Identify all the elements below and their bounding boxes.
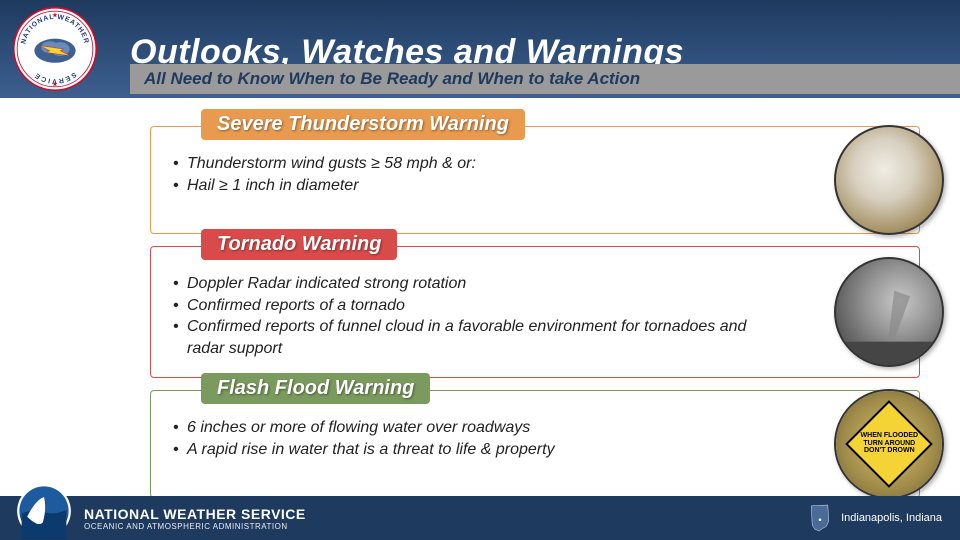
bullet-item: Confirmed reports of a tornado	[171, 295, 769, 317]
flood-sign-icon: WHEN FLOODED TURN AROUND DON'T DROWN	[834, 389, 944, 499]
bullet-list: 6 inches or more of flowing water over r…	[171, 417, 769, 460]
card-header-flood: Flash Flood Warning	[201, 373, 430, 404]
card-thunderstorm: Severe Thunderstorm Warning Thunderstorm…	[150, 126, 920, 234]
header-bar: ★ ★ NATIONAL WEATHER SERVICE Outlooks, W…	[0, 0, 960, 98]
footer-agency: NATIONAL WEATHER SERVICE	[84, 506, 306, 522]
card-flood: Flash Flood Warning 6 inches or more of …	[150, 390, 920, 498]
content-area: Severe Thunderstorm Warning Thunderstorm…	[0, 98, 960, 498]
subtitle-bar: All Need to Know When to Be Ready and Wh…	[130, 64, 960, 94]
footer-admin: OCEANIC AND ATMOSPHERIC ADMINISTRATION	[84, 522, 306, 531]
bullet-list: Doppler Radar indicated strong rotation …	[171, 273, 769, 359]
bullet-item: A rapid rise in water that is a threat t…	[171, 439, 769, 461]
hail-image-icon	[834, 125, 944, 235]
sign-text: WHEN FLOODED TURN AROUND DON'T DROWN	[860, 432, 918, 455]
footer-bar: NATIONAL WEATHER SERVICE OCEANIC AND ATM…	[0, 496, 960, 540]
tornado-image-icon	[834, 257, 944, 367]
bullet-item: Hail ≥ 1 inch in diameter	[171, 175, 769, 197]
footer-location: Indianapolis, Indiana	[841, 512, 942, 524]
card-tornado: Tornado Warning Doppler Radar indicated …	[150, 246, 920, 378]
bullet-item: Doppler Radar indicated strong rotation	[171, 273, 769, 295]
footer-location-block: Indianapolis, Indiana	[807, 504, 942, 532]
card-header-thunderstorm: Severe Thunderstorm Warning	[201, 109, 525, 140]
nws-logo-icon: ★ ★ NATIONAL WEATHER SERVICE	[12, 6, 98, 92]
footer-text-block: NATIONAL WEATHER SERVICE OCEANIC AND ATM…	[84, 506, 306, 531]
bullet-list: Thunderstorm wind gusts ≥ 58 mph & or: H…	[171, 153, 769, 196]
bullet-item: 6 inches or more of flowing water over r…	[171, 417, 769, 439]
bullet-item: Confirmed reports of funnel cloud in a f…	[171, 316, 769, 359]
page-subtitle: All Need to Know When to Be Ready and Wh…	[144, 69, 640, 89]
bullet-item: Thunderstorm wind gusts ≥ 58 mph & or:	[171, 153, 769, 175]
card-header-tornado: Tornado Warning	[201, 229, 397, 260]
noaa-logo-icon	[16, 483, 72, 539]
indiana-state-icon	[807, 504, 833, 532]
